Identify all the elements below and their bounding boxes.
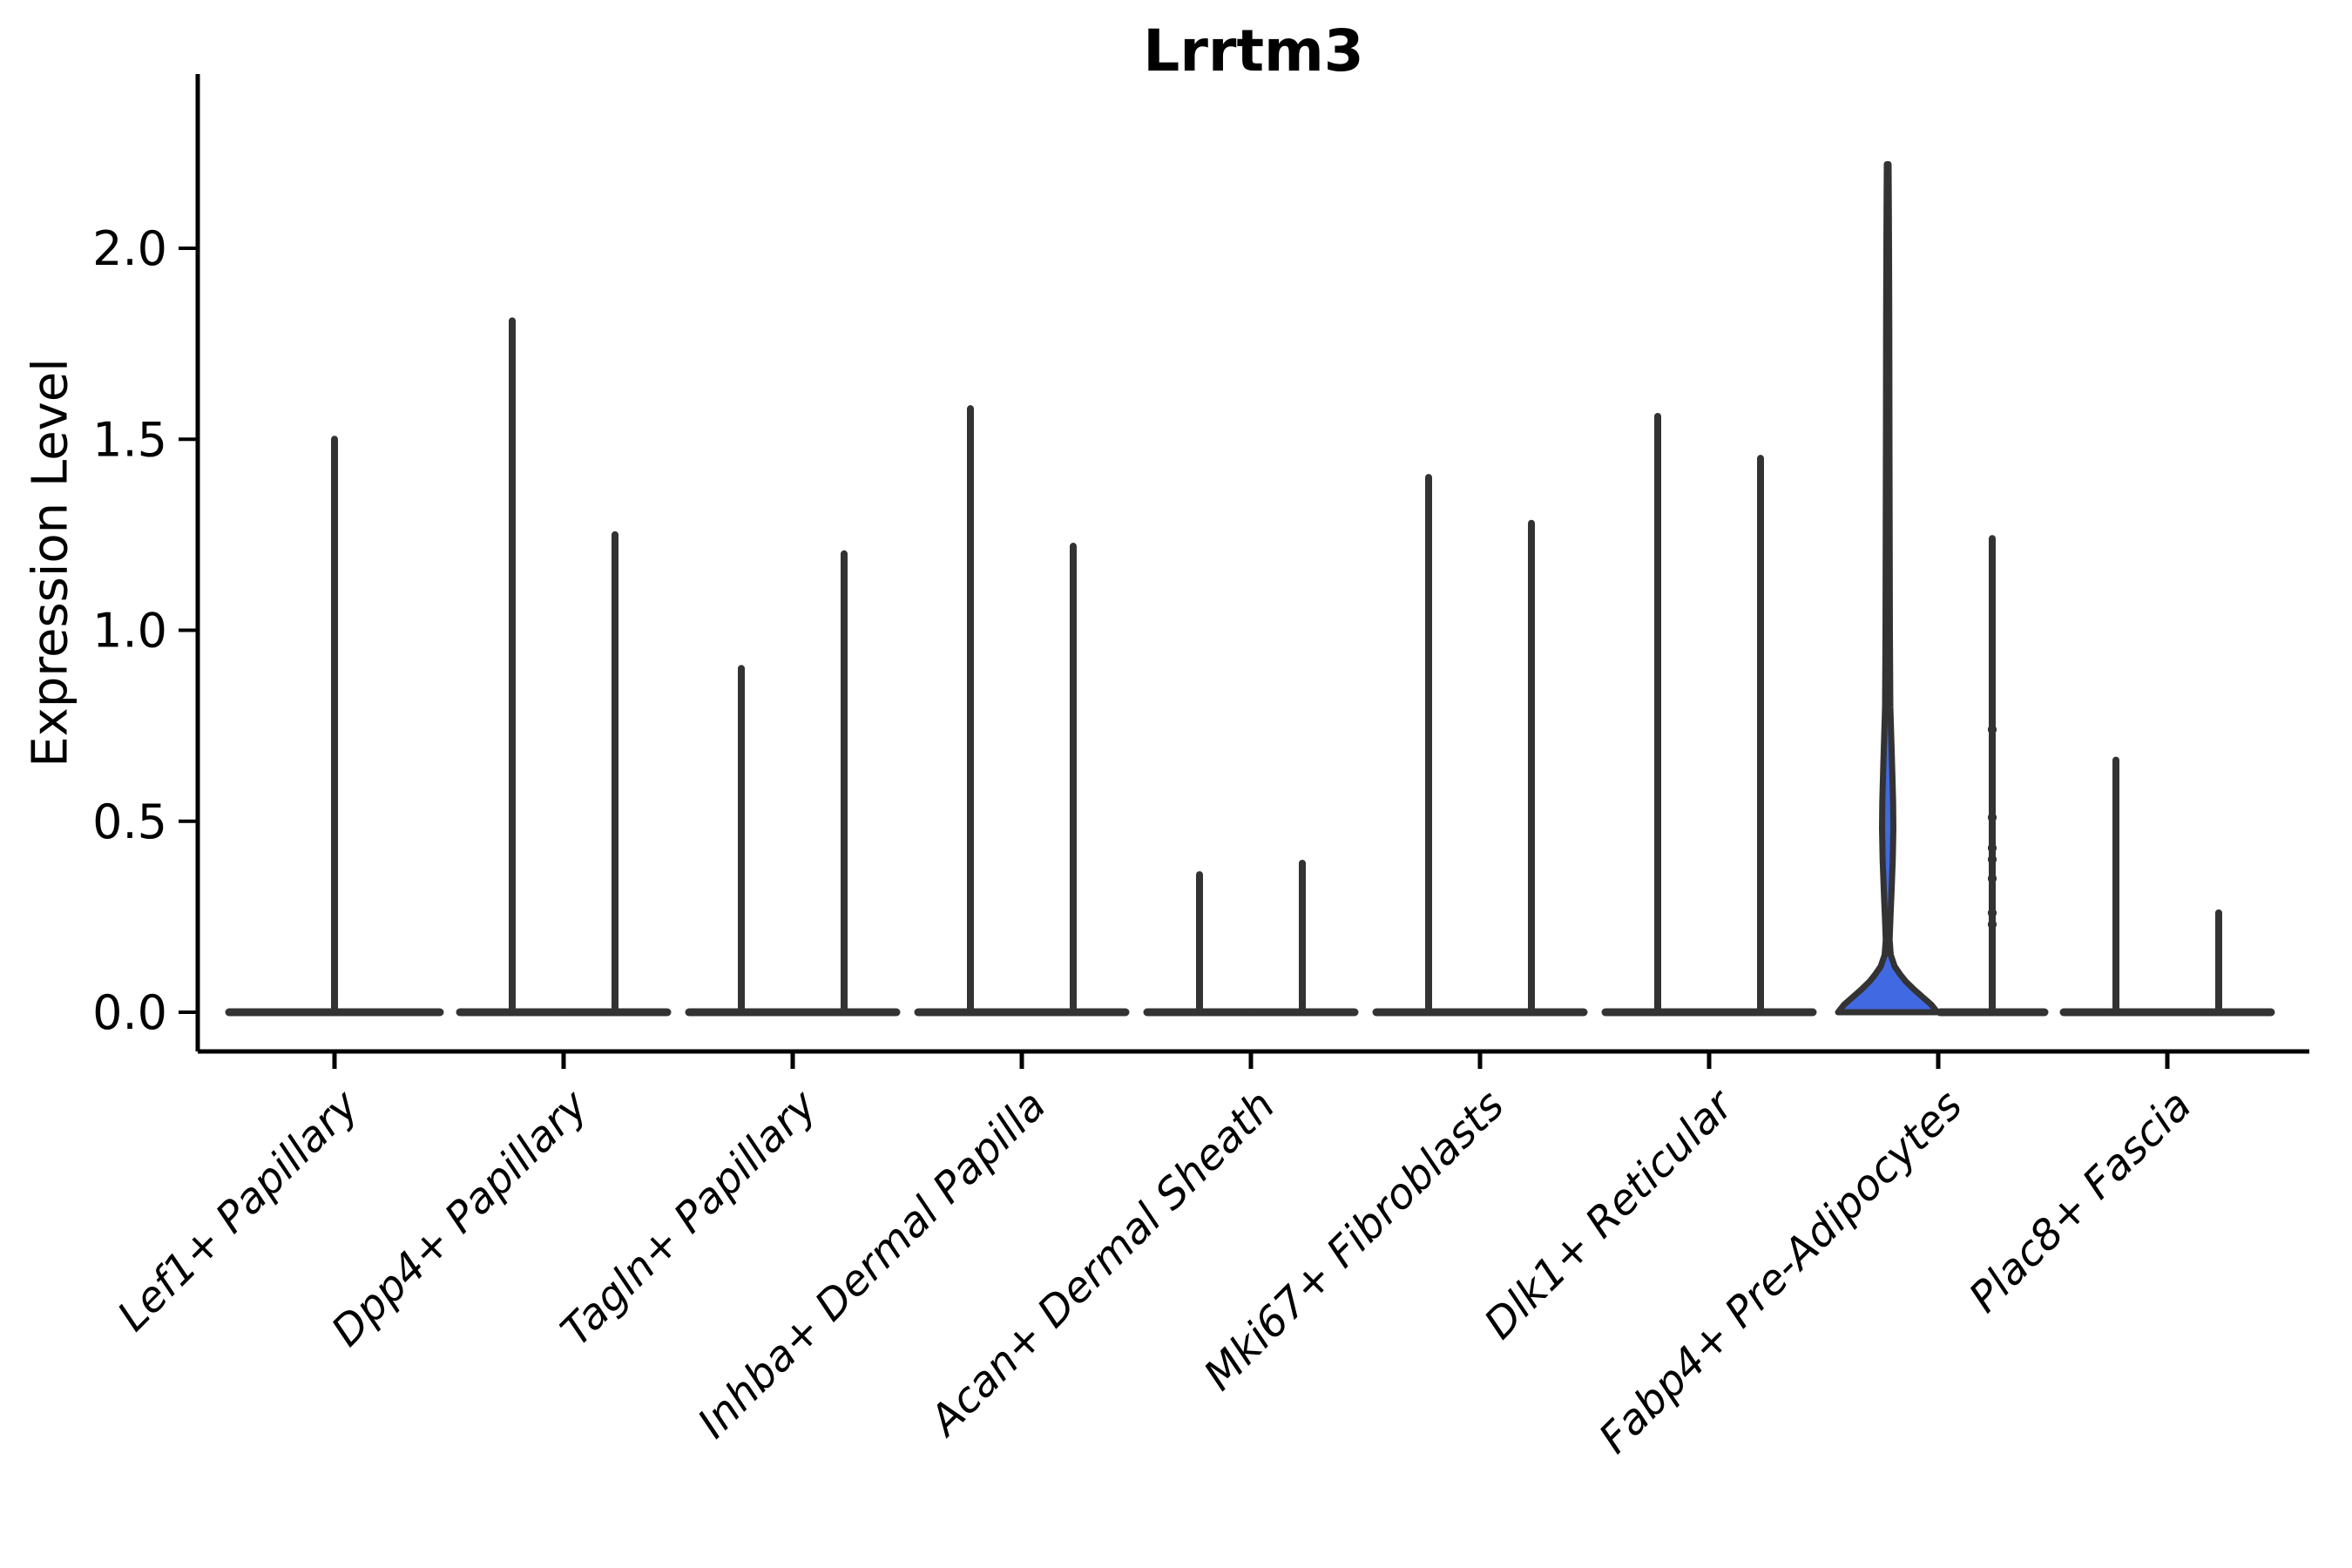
jitter-point xyxy=(1988,856,1997,862)
y-tick-label: 1.0 xyxy=(92,604,167,659)
y-tick-label: 0.5 xyxy=(92,794,167,849)
jitter-point xyxy=(1988,814,1997,821)
y-axis-label: Expression Level xyxy=(22,358,79,767)
jitter-point xyxy=(1988,845,1997,851)
x-tick-label: Lef1+ Papillary xyxy=(108,1080,368,1341)
plot-title: Lrrtm3 xyxy=(1143,17,1364,84)
jitter-point xyxy=(1988,922,1997,928)
jitter-point xyxy=(1988,875,1997,882)
y-tick-label: 0.0 xyxy=(92,985,167,1040)
x-tick-label: Dlk1+ Reticular xyxy=(1475,1079,1745,1349)
jitter-point xyxy=(1988,727,1997,733)
y-tick-label: 1.5 xyxy=(92,412,167,467)
violin-filled xyxy=(1835,161,1941,1016)
jitter-point xyxy=(1988,909,1997,916)
x-tick-label: Tagln+ Papillary xyxy=(551,1080,827,1355)
x-tick-label: Fabp4+ Pre-Adipocytes xyxy=(1590,1081,1972,1463)
x-tick-label: Plac8+ Fascia xyxy=(1960,1081,2201,1322)
x-tick-label: Dpp4+ Papillary xyxy=(322,1080,598,1355)
y-tick-label: 2.0 xyxy=(92,221,167,276)
